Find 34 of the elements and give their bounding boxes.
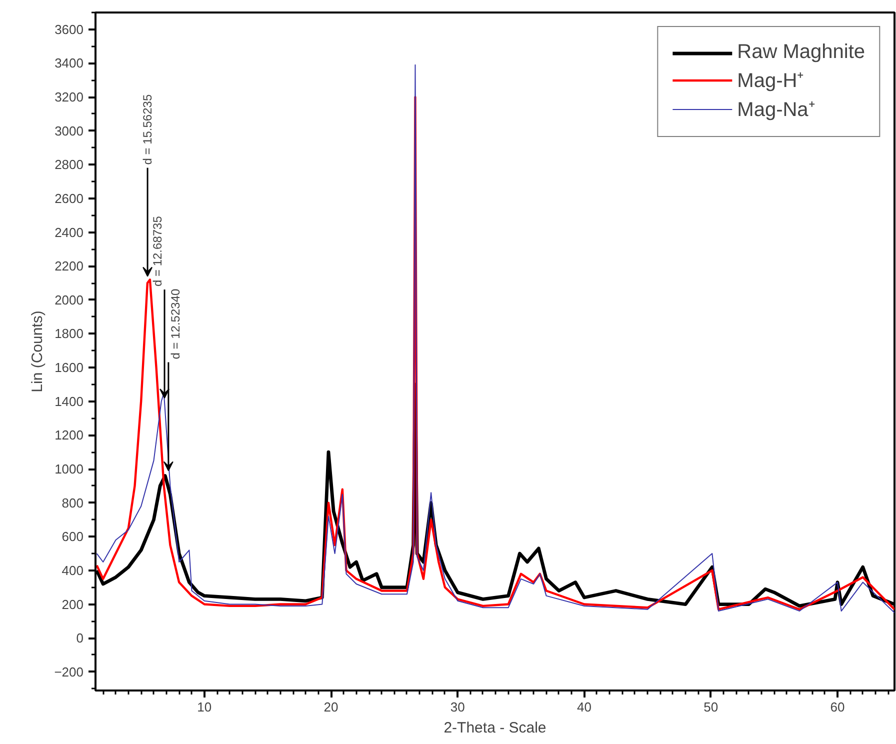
y-tick-label: 200 [62, 596, 84, 612]
y-tick-label: 1800 [54, 326, 84, 342]
y-tick-label: −200 [54, 664, 84, 680]
y-tick-label: 1400 [54, 394, 84, 409]
y-axis-title: Lin (Counts) [29, 310, 46, 392]
annotation: d = 12.52340 [168, 288, 182, 360]
y-tick-label: 2000 [54, 292, 84, 308]
legend-label: Mag-H⁺ [737, 69, 804, 93]
annotation: d = 15.56235 [140, 94, 155, 165]
legend-label: Mag-Na⁺ [737, 98, 816, 122]
x-tick-label: 20 [324, 700, 338, 714]
y-tick-label: 2400 [54, 224, 84, 240]
x-axis-title: 2-Theta - Scale [444, 720, 546, 736]
x-tick-label: 30 [450, 700, 465, 714]
x-tick-label: 50 [704, 700, 718, 714]
y-tick-label: 2600 [54, 190, 84, 206]
y-tick-label: 600 [62, 529, 84, 544]
x-tick-label: 60 [830, 700, 845, 714]
x-tick-label: 10 [197, 700, 212, 714]
y-tick-label: 1600 [54, 360, 84, 376]
legend-label: Raw Maghnite [737, 41, 865, 64]
y-tick-label: 400 [62, 562, 84, 578]
y-tick-label: 3400 [54, 56, 84, 71]
y-tick-label: 1000 [54, 462, 84, 477]
y-tick-label: 3000 [54, 123, 84, 138]
y-tick-label: 3200 [54, 90, 84, 105]
x-tick-label: 40 [577, 700, 592, 714]
y-tick-label: 2800 [54, 157, 84, 172]
y-tick-label: 2200 [54, 258, 84, 274]
y-tick-label: 0 [76, 630, 84, 646]
y-tick-label: 3600 [54, 22, 84, 37]
annotation: d = 12.68735 [150, 216, 165, 287]
y-tick-label: 800 [62, 495, 84, 510]
y-tick-label: 1200 [54, 428, 84, 443]
